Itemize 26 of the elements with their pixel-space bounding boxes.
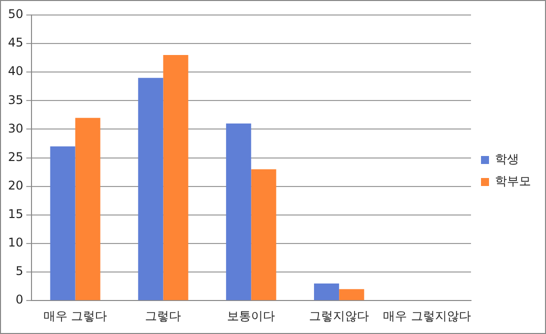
- x-tick-label: 그렇지않다: [309, 308, 370, 323]
- legend-label: 학부모: [495, 174, 531, 188]
- bar: [75, 118, 100, 300]
- bar: [226, 124, 252, 300]
- bar: [163, 54, 188, 300]
- y-tick-label: 35: [8, 92, 24, 107]
- y-tick-label: 30: [8, 121, 24, 136]
- bar: [138, 78, 164, 300]
- x-tick-label: 매우 그렇다: [43, 308, 108, 323]
- y-tick-label: 5: [16, 264, 24, 278]
- bar: [50, 146, 76, 300]
- y-tick-label: 20: [8, 178, 24, 192]
- y-tick-label: 15: [8, 207, 24, 222]
- y-tick-label: 0: [16, 292, 24, 307]
- x-tick-label: 그렇다: [145, 308, 182, 323]
- y-tick-label: 10: [8, 236, 24, 250]
- bar: [251, 169, 276, 300]
- y-tick-label: 45: [8, 36, 24, 50]
- x-tick-label: 보통이다: [227, 308, 276, 323]
- y-tick-label: 25: [8, 150, 24, 164]
- bar: [339, 289, 364, 300]
- legend-label: 학생: [495, 152, 519, 166]
- bar: [314, 283, 340, 300]
- x-tick-label: 매우 그렇지않다: [383, 308, 471, 323]
- y-tick-label: 40: [8, 64, 24, 78]
- y-tick-label: 50: [8, 7, 24, 22]
